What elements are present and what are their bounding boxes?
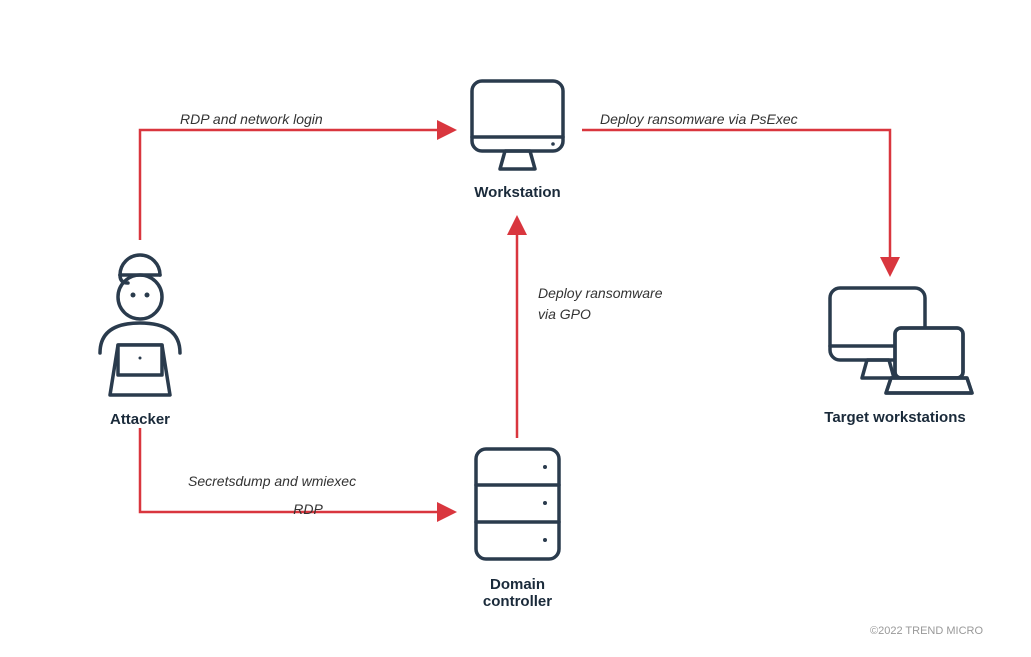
edge-label-rdp-network: RDP and network login [180,111,430,127]
attack-flow-diagram: Attacker Workstation Domain contro [0,0,1031,657]
workstation-icon [460,75,575,173]
target-workstations-icon [815,280,975,398]
target-workstations-label: Target workstations [815,409,975,426]
edge-label-gpo: Deploy ransomware via GPO [538,283,738,325]
domain-controller-icon [460,443,575,565]
node-domain-controller: Domain controller [460,443,575,610]
attacker-label: Attacker [80,411,200,428]
edge-label-text: Deploy ransomware via PsExec [600,111,798,127]
edge-label-secretsdump: Secretsdump and wmiexec RDP [188,467,428,523]
copyright-text: ©2022 TREND MICRO [870,625,983,637]
edge-label-text-line1: Secretsdump and wmiexec [188,473,356,489]
edge-label-text-line2: RDP [188,495,428,523]
node-attacker: Attacker [80,245,200,428]
edge-label-text-line1: Deploy ransomware [538,285,663,301]
edge-label-text: RDP and network login [180,111,323,127]
node-workstation: Workstation [460,75,575,201]
edge-label-text-line2: via GPO [538,306,591,322]
workstation-label: Workstation [460,184,575,201]
domain-controller-label: Domain controller [460,576,575,610]
attacker-icon [80,245,200,400]
node-target-workstations: Target workstations [815,280,975,426]
edge-label-psexec: Deploy ransomware via PsExec [600,111,900,127]
